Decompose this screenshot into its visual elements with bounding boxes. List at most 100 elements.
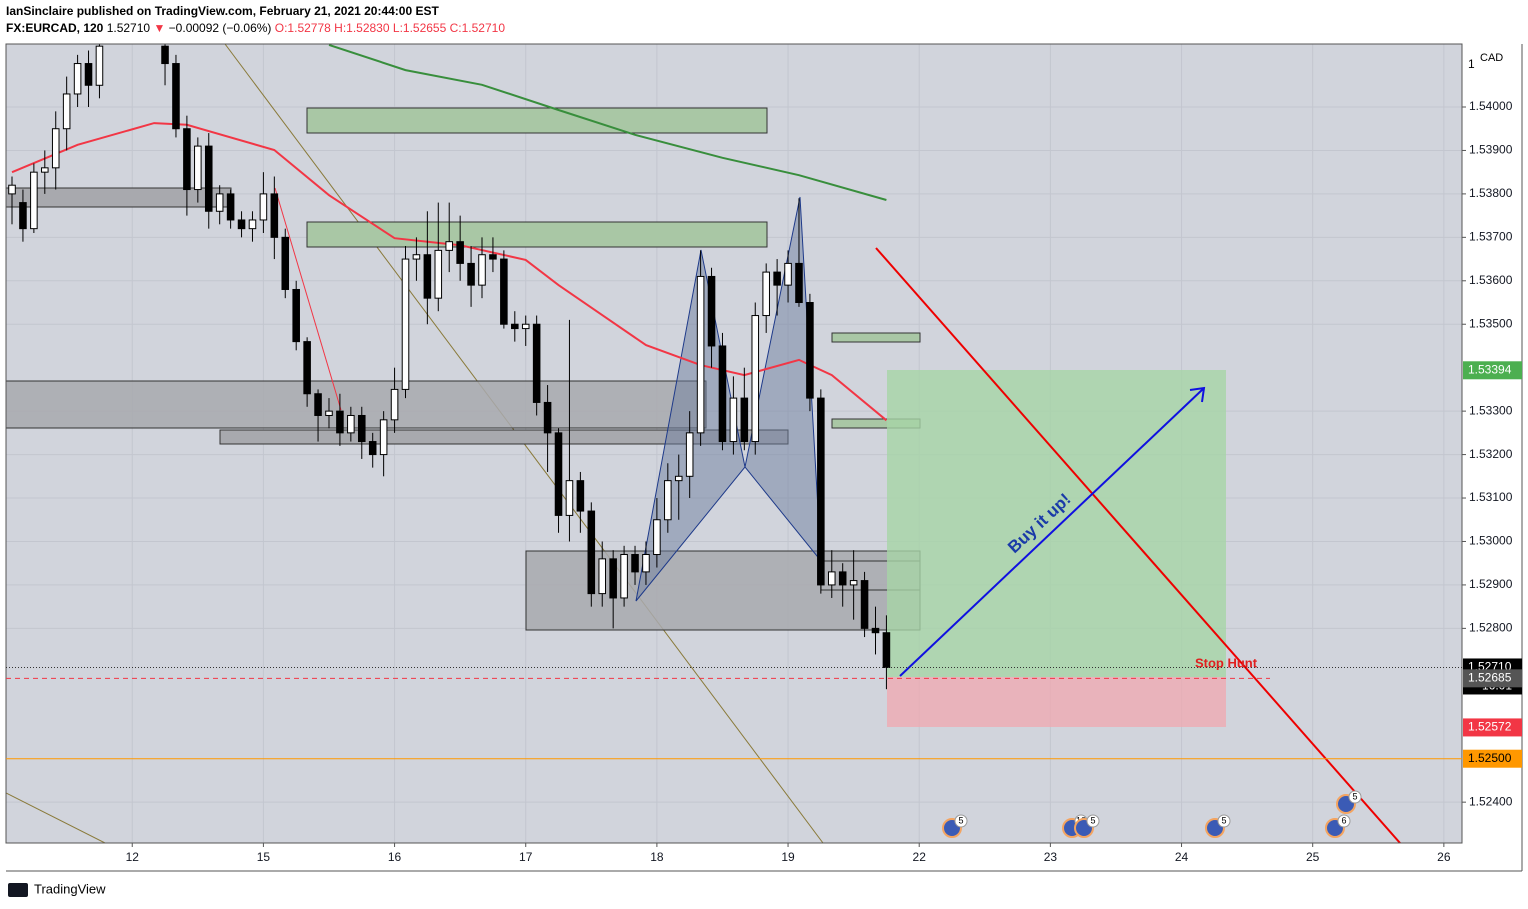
candle-body: [30, 171, 38, 230]
price-label-bg: [1463, 749, 1522, 768]
event-badge: [954, 814, 968, 828]
candle-body: [587, 510, 596, 595]
candle-body: [325, 410, 333, 416]
candle-body: [423, 254, 432, 299]
ohlc: O:1.52778: [275, 21, 331, 35]
price-label-bg: [1463, 361, 1522, 380]
zone: [831, 332, 921, 343]
candle-body: [204, 145, 213, 212]
candle-body: [674, 475, 683, 482]
event-badge: [1348, 790, 1362, 804]
candle-body: [73, 63, 82, 95]
plot-border: [5, 43, 1463, 844]
candle-body: [740, 397, 749, 443]
event-count: 6: [1341, 815, 1346, 825]
candle-body: [434, 249, 443, 299]
candle-body: [500, 258, 508, 325]
candle-body: [664, 480, 672, 521]
candle-body: [259, 193, 268, 221]
x-tick-label: 16: [388, 850, 402, 864]
candle-body: [183, 128, 191, 191]
arrow-line: [899, 388, 1204, 677]
y-tick-label: 1.53900: [1469, 143, 1513, 157]
x-tick-label: 22: [913, 850, 927, 864]
symbol-line: FX:EURCAD, 120 1.52710 ▼ −0.00092 (−0.06…: [6, 21, 505, 35]
y-tick-label: 1.53800: [1469, 186, 1513, 200]
candle-body: [806, 302, 814, 399]
event-count: 5: [958, 815, 963, 825]
moving-average: [328, 44, 887, 201]
y-tick-label: 1.52800: [1469, 621, 1513, 635]
candle-body: [19, 202, 27, 230]
y-tick-label: 1.53200: [1469, 447, 1513, 461]
logo: [8, 883, 28, 897]
x-tick-label: 12: [126, 850, 140, 864]
zone: [306, 221, 768, 248]
candle-body: [598, 558, 607, 595]
candle-body: [817, 397, 825, 586]
event-count: 5: [1090, 815, 1095, 825]
candle-body: [467, 262, 475, 286]
candle-body: [357, 414, 366, 443]
candle-body: [653, 519, 661, 556]
candle-body: [784, 262, 792, 286]
candle-body: [270, 193, 279, 238]
y-tick-label: 1.52400: [1469, 794, 1513, 808]
candle-body: [379, 419, 388, 456]
candle-body: [161, 45, 169, 65]
candle-body: [194, 145, 202, 191]
candle-body: [707, 275, 716, 347]
candle-body: [827, 571, 836, 586]
candle-body: [226, 193, 235, 221]
price-label: 1.52572: [1468, 720, 1512, 734]
candle-body: [609, 558, 617, 599]
arrow-line: [274, 187, 342, 411]
loss-zone: [887, 677, 1226, 727]
ohlc: L:1.52655: [393, 21, 447, 35]
x-tick-label: 18: [650, 850, 664, 864]
price-label: 1.52500: [1468, 751, 1512, 765]
ohlc: C:1.52710: [450, 21, 506, 35]
price-label: 1.53394: [1468, 362, 1512, 376]
arrow-head: [1189, 386, 1206, 403]
candle-body: [521, 323, 530, 330]
candle-body: [445, 241, 453, 251]
x-tick-label: 17: [519, 850, 533, 864]
marks: [8, 44, 891, 690]
y-tick-label: 1.53000: [1469, 534, 1513, 548]
candle-body: [532, 323, 541, 403]
y-tick-label: 1.53500: [1469, 316, 1513, 330]
candle-body: [729, 397, 738, 443]
event-count: 5: [1221, 815, 1226, 825]
candle-body: [718, 345, 727, 443]
candle-body: [292, 288, 300, 343]
candle-body: [390, 388, 399, 421]
candle-body: [314, 393, 322, 416]
price-label-bg: [1463, 718, 1522, 737]
candle-body: [882, 632, 891, 668]
arrow: ▼: [153, 21, 165, 35]
candle-body: [543, 401, 552, 434]
event-count: 5: [1352, 791, 1357, 801]
x-tick-label: 19: [781, 850, 795, 864]
price-label-bg: [1463, 669, 1522, 688]
candle-body: [347, 414, 355, 434]
candle-body: [412, 254, 421, 260]
candle-body: [642, 554, 650, 573]
candle-body: [685, 432, 694, 477]
symbol: FX:EURCAD, 120: [6, 21, 104, 35]
candle-body: [696, 275, 705, 434]
x-tick-label: 25: [1306, 850, 1320, 864]
candle-body: [281, 236, 290, 290]
candle-body: [41, 167, 49, 173]
annotation: Stop Hunt: [1195, 655, 1258, 670]
candle-body: [773, 271, 781, 286]
zone: [306, 107, 768, 134]
candle-body: [368, 441, 377, 456]
y-tick-label: 1.53700: [1469, 230, 1513, 244]
candle-body: [511, 323, 519, 330]
candle-body: [336, 410, 344, 434]
candle-body: [62, 93, 71, 130]
